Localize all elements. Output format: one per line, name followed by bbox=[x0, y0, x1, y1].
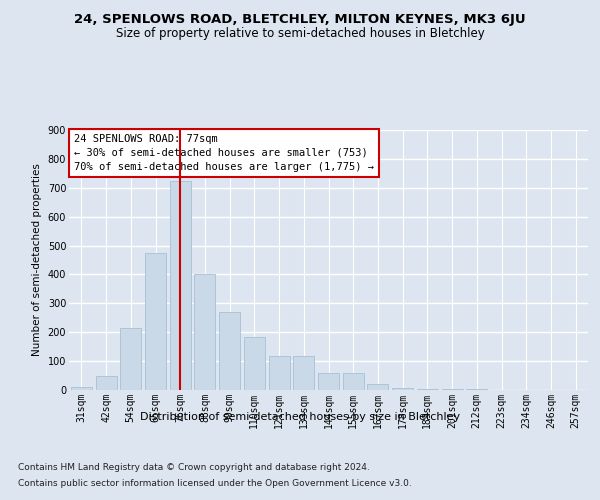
Text: Contains HM Land Registry data © Crown copyright and database right 2024.: Contains HM Land Registry data © Crown c… bbox=[18, 462, 370, 471]
Bar bbox=[219, 312, 240, 390]
Bar bbox=[95, 376, 116, 390]
Text: Contains public sector information licensed under the Open Government Licence v3: Contains public sector information licen… bbox=[18, 479, 412, 488]
Bar bbox=[293, 356, 314, 390]
Bar bbox=[442, 389, 463, 390]
Bar bbox=[417, 388, 438, 390]
Bar bbox=[170, 180, 191, 390]
Bar bbox=[120, 328, 141, 390]
Bar bbox=[392, 388, 413, 390]
Text: 24, SPENLOWS ROAD, BLETCHLEY, MILTON KEYNES, MK3 6JU: 24, SPENLOWS ROAD, BLETCHLEY, MILTON KEY… bbox=[74, 12, 526, 26]
Bar bbox=[269, 356, 290, 390]
Bar bbox=[71, 386, 92, 390]
Bar bbox=[343, 373, 364, 390]
Y-axis label: Number of semi-detached properties: Number of semi-detached properties bbox=[32, 164, 42, 356]
Bar bbox=[318, 373, 339, 390]
Text: Distribution of semi-detached houses by size in Bletchley: Distribution of semi-detached houses by … bbox=[140, 412, 460, 422]
Bar bbox=[194, 274, 215, 390]
Bar bbox=[145, 253, 166, 390]
Bar bbox=[244, 336, 265, 390]
Bar bbox=[367, 384, 388, 390]
Text: Size of property relative to semi-detached houses in Bletchley: Size of property relative to semi-detach… bbox=[116, 28, 484, 40]
Text: 24 SPENLOWS ROAD: 77sqm
← 30% of semi-detached houses are smaller (753)
70% of s: 24 SPENLOWS ROAD: 77sqm ← 30% of semi-de… bbox=[74, 134, 374, 172]
